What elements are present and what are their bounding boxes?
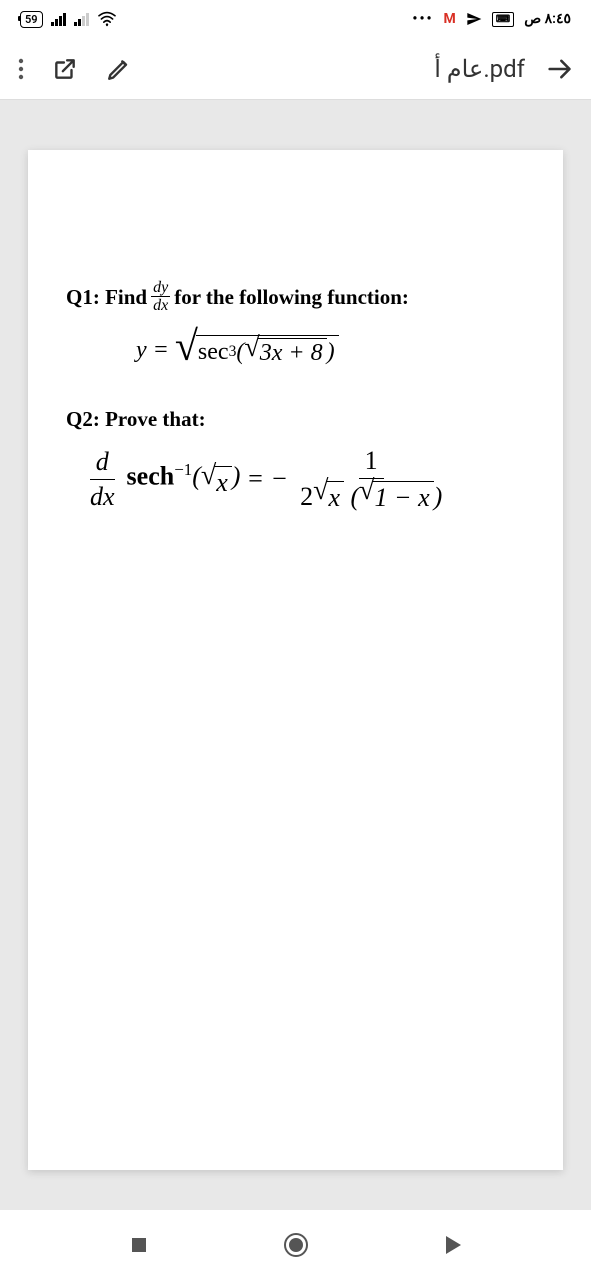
keyboard-icon: ⌨ <box>492 12 514 27</box>
status-right: ••• M ⌨ ٨:٤٥ ص <box>412 11 571 27</box>
document-title: عام أ.pdf <box>434 55 525 83</box>
pdf-page: Q1: Find dy dx for the following functio… <box>28 150 563 1170</box>
navigation-bar <box>0 1210 591 1280</box>
status-time: ٨:٤٥ ص <box>524 11 571 27</box>
more-dots-icon: ••• <box>412 11 433 27</box>
q2-equation: d dx sech−1(√x) = − 1 2 √x (√1 − x) <box>84 446 525 513</box>
q1-prompt: Q1: Find dy dx for the following functio… <box>66 280 525 315</box>
sec-label: sec <box>198 339 229 366</box>
app-bar-right: عام أ.pdf <box>434 55 573 83</box>
q1-text: for the following function: <box>174 285 409 310</box>
q2-section: Q2: Prove that: d dx sech−1(√x) = − 1 2 … <box>66 407 525 513</box>
back-button[interactable] <box>440 1232 466 1258</box>
rhs-coeff: 2 <box>300 482 313 512</box>
q2-label: Q2: Prove that: <box>66 407 206 432</box>
open-external-icon[interactable] <box>52 56 78 82</box>
q1-label: Q1: Find <box>66 285 147 310</box>
edit-icon[interactable] <box>106 56 132 82</box>
signal-bars-1-icon <box>51 12 66 26</box>
sec-power: 3 <box>229 343 237 361</box>
outer-sqrt: √ sec3( √ 3x + 8 ) <box>175 335 339 367</box>
q1-equation: y = √ sec3( √ 3x + 8 ) <box>136 335 525 367</box>
frac-top: dy <box>151 280 170 297</box>
d-dx-fraction: d dx <box>84 447 121 512</box>
send-icon <box>466 11 482 27</box>
rhs-sqrt-1mx: √1 − x <box>359 481 433 513</box>
recent-apps-button[interactable] <box>126 1232 152 1258</box>
battery-icon: 59 <box>20 11 43 28</box>
app-bar-left <box>18 56 132 82</box>
app-bar: عام أ.pdf <box>0 38 591 100</box>
rhs-fraction: 1 2 √x (√1 − x) <box>294 446 448 513</box>
dy-dx-fraction: dy dx <box>151 280 170 315</box>
sech-power: −1 <box>174 460 192 479</box>
eq1-lhs: y = <box>136 337 169 364</box>
equals-neg: = − <box>246 464 288 494</box>
sech-label: sech <box>127 461 175 490</box>
status-left: 59 <box>20 11 117 28</box>
rhs-sqrt-x: √x <box>313 481 344 513</box>
more-icon[interactable] <box>18 57 24 81</box>
document-viewport[interactable]: Q1: Find dy dx for the following functio… <box>0 100 591 1210</box>
signal-bars-2-icon <box>74 12 89 26</box>
inner-sqrt-arg: 3x + 8 <box>260 340 323 367</box>
rhs-top: 1 <box>359 446 384 479</box>
gmail-icon: M <box>444 11 456 27</box>
status-bar: 59 ••• M ⌨ ٨:٤٥ ص <box>0 0 591 38</box>
d-top: d <box>90 447 115 480</box>
frac-bot: dx <box>151 297 170 315</box>
wifi-icon <box>97 11 117 27</box>
home-button[interactable] <box>283 1232 309 1258</box>
sqrt-x: √x <box>201 466 232 498</box>
d-bot: dx <box>84 480 121 512</box>
back-icon[interactable] <box>545 55 573 83</box>
inner-sqrt: √ 3x + 8 <box>244 338 326 367</box>
